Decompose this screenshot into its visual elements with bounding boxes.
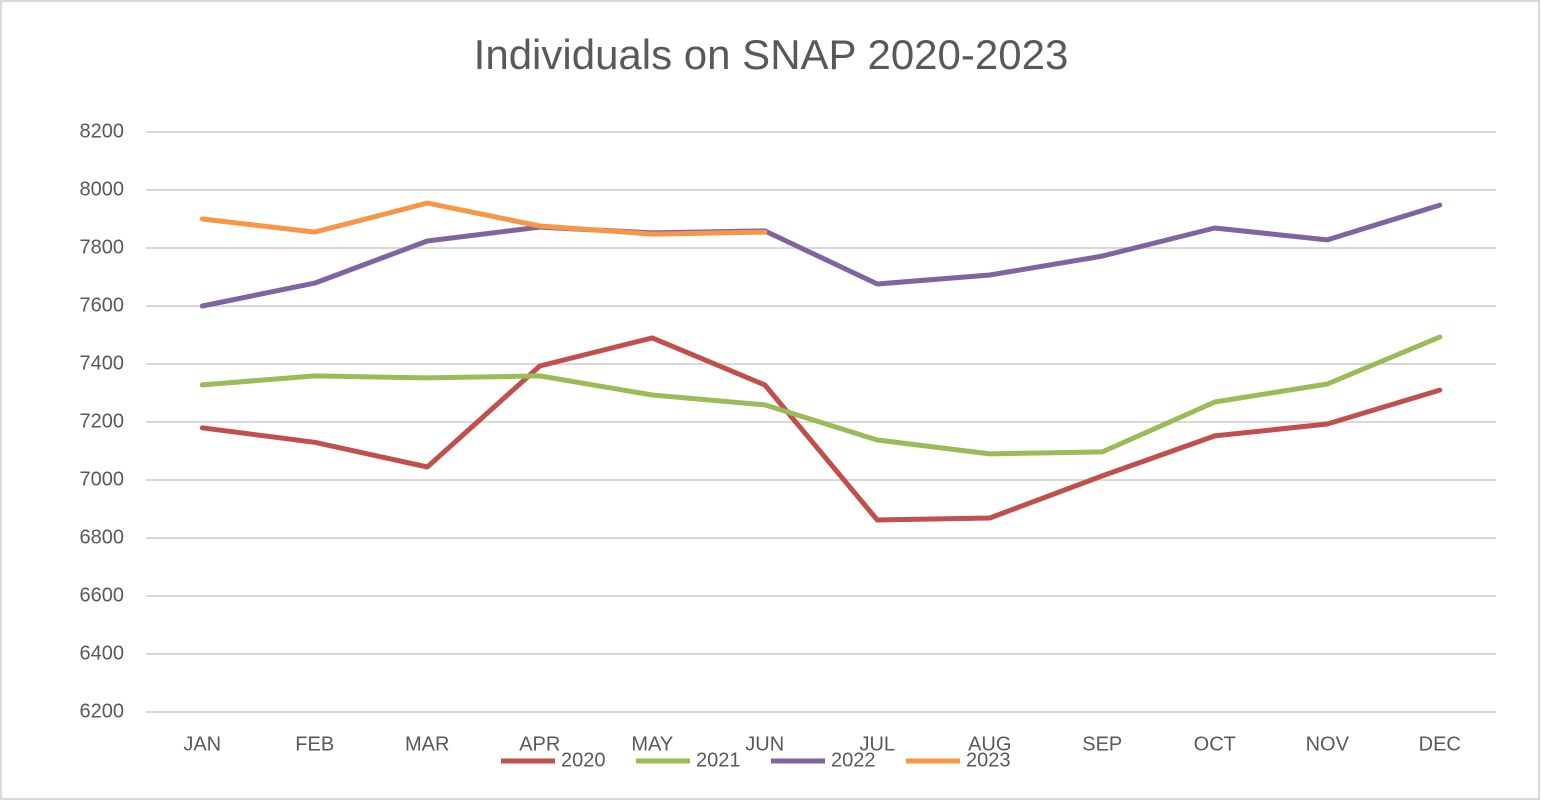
x-tick-label: NOV bbox=[1306, 733, 1350, 755]
line-series bbox=[199, 202, 1443, 309]
y-tick-label: 8200 bbox=[80, 120, 125, 142]
legend-label: 2020 bbox=[561, 749, 606, 771]
line-series bbox=[199, 334, 1443, 457]
chart-title: Individuals on SNAP 2020-2023 bbox=[474, 31, 1069, 78]
x-tick-label: JUN bbox=[745, 733, 784, 755]
y-tick-label: 8000 bbox=[80, 178, 125, 200]
y-tick-label: 7200 bbox=[80, 410, 125, 432]
legend-label: 2023 bbox=[966, 749, 1011, 771]
x-tick-label: MAR bbox=[405, 733, 449, 755]
line-series bbox=[199, 335, 1443, 523]
y-tick-label: 7000 bbox=[80, 468, 125, 490]
legend-label: 2022 bbox=[831, 749, 876, 771]
y-tick-label: 6200 bbox=[80, 700, 125, 722]
x-tick-label: DEC bbox=[1419, 733, 1461, 755]
x-tick-label: OCT bbox=[1194, 733, 1236, 755]
x-tick-label: FEB bbox=[295, 733, 334, 755]
x-tick-label: SEP bbox=[1082, 733, 1122, 755]
line-series bbox=[199, 200, 768, 237]
y-tick-label: 6400 bbox=[80, 642, 125, 664]
y-tick-label: 6800 bbox=[80, 526, 125, 548]
y-tick-label: 7600 bbox=[80, 294, 125, 316]
y-tick-label: 7400 bbox=[80, 352, 125, 374]
y-tick-label: 7800 bbox=[80, 236, 125, 258]
x-tick-label: JUL bbox=[859, 733, 895, 755]
y-tick-label: 6600 bbox=[80, 584, 125, 606]
x-tick-label: APR bbox=[519, 733, 560, 755]
legend-label: 2021 bbox=[696, 749, 741, 771]
x-tick-label: MAY bbox=[631, 733, 673, 755]
x-tick-label: AUG bbox=[968, 733, 1011, 755]
x-tick-label: JAN bbox=[183, 733, 221, 755]
